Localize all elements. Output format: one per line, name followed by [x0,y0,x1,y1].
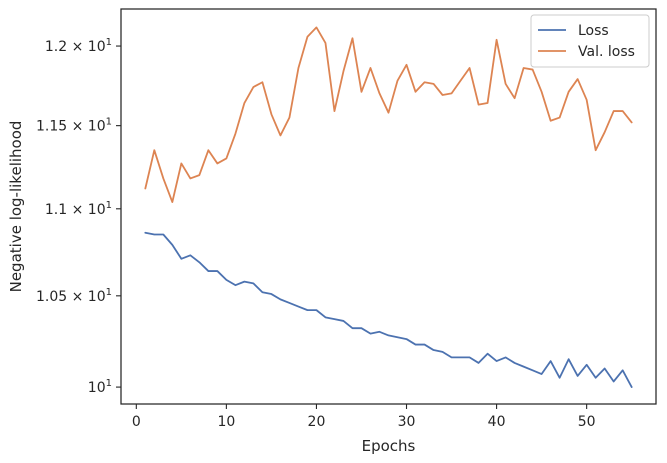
y-tick-label: 1.15 × 101 [36,117,112,135]
x-tick-label: 30 [398,414,416,430]
x-tick-label: 10 [217,414,235,430]
x-tick-label: 50 [578,414,596,430]
y-tick-label: 1.1 × 101 [45,200,112,218]
x-tick-label: 40 [488,414,506,430]
y-tick-exponent: 1 [106,37,112,48]
plot-frame [120,8,657,405]
y-tick-label: 1.05 × 101 [36,287,112,305]
y-tick-base: 10 [88,119,106,135]
y-tick-exponent: 1 [106,378,112,389]
y-tick-label: 1.2 × 101 [45,37,112,55]
y-tick-label: 101 [88,378,112,396]
y-tick-base: 10 [88,289,106,305]
x-axis-ticks: 0 10 20 30 40 50 [132,404,596,430]
legend-label: Loss [578,23,609,39]
x-tick-label: 0 [132,414,141,430]
series-line-loss [144,231,633,388]
plot-marks [144,26,633,388]
series-line-val-loss [144,26,633,203]
y-tick-exponent: 1 [106,200,112,211]
y-tick-exponent: 1 [106,117,112,128]
y-tick-exponent: 1 [106,287,112,298]
x-axis-label: Epochs [362,437,416,455]
y-tick-base: 10 [88,39,106,55]
legend-label: Val. loss [578,44,635,60]
y-tick-coefficient: 1.1 × [45,202,88,218]
y-tick-base: 10 [88,380,106,396]
legend-box [530,14,650,68]
x-tick-label: 20 [308,414,326,430]
y-axis-label: Negative log-likelihood [7,121,25,293]
y-tick-coefficient: 1.2 × [45,39,88,55]
y-tick-coefficient: 1.05 × [36,289,88,305]
y-tick-coefficient: 1.15 × [36,119,88,135]
y-tick-base: 10 [88,202,106,218]
legend: Loss Val. loss [530,14,650,68]
